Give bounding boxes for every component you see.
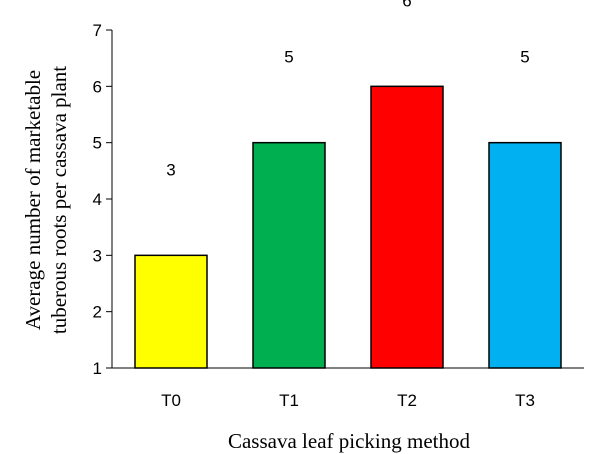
data-label: 6 [402,0,411,10]
bar-t1 [252,141,326,369]
bar-t0 [134,254,208,369]
y-tick-label: 3 [93,246,102,265]
y-axis-title-line-2: tuberous roots per cassava plant [47,66,71,334]
x-tick-label: T2 [397,391,417,410]
y-tick-label: 5 [93,134,102,153]
plot-area: 1 2 3 4 5 6 7 T0 3 T1 5 T2 6 T3 5 [93,0,584,410]
y-axis-title-line-1: Average number of marketable [21,70,45,330]
bar-t2 [370,85,444,369]
y-tick-label: 4 [93,190,102,209]
y-axis-title: Average number of marketable tuberous ro… [21,66,71,334]
x-tick-label: T3 [515,391,535,410]
x-axis-title: Cassava leaf picking method [228,429,471,453]
x-tick-label: T0 [161,391,181,410]
data-label: 5 [520,48,529,67]
y-tick-label: 6 [93,77,102,96]
x-tick-label: T1 [279,391,299,410]
data-label: 3 [166,160,175,179]
y-tick-label: 2 [93,303,102,322]
y-tick-label: 1 [93,359,102,378]
data-label: 5 [284,48,293,67]
y-tick-label: 7 [93,21,102,40]
bar-t3 [488,141,562,369]
